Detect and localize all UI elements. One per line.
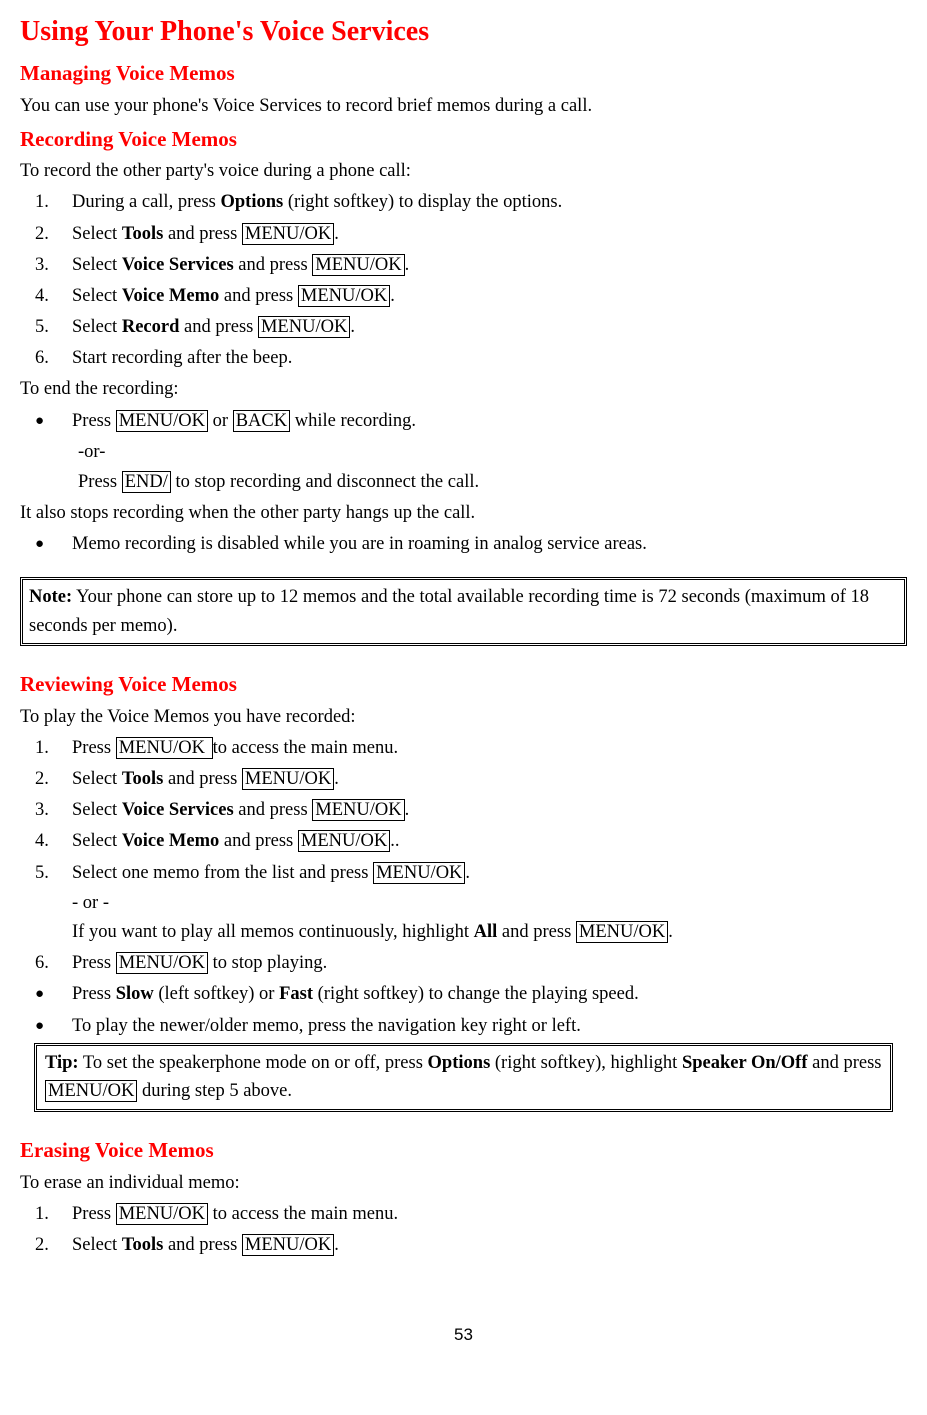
- menu-ok-key: MENU/OK: [242, 1234, 334, 1256]
- list-item: Select Voice Services and press MENU/OK.: [72, 251, 907, 280]
- list-item: To play the newer/older memo, press the …: [72, 1012, 907, 1041]
- reviewing-intro: To play the Voice Memos you have recorde…: [20, 703, 907, 732]
- end-alt: Press END/ to stop recording and disconn…: [78, 468, 907, 497]
- erasing-intro: To erase an individual memo:: [20, 1169, 907, 1198]
- menu-ok-key: MENU/OK: [373, 862, 465, 884]
- list-item: Select Voice Memo and press MENU/OK.: [72, 282, 907, 311]
- list-item: Press MENU/OK to access the main menu.: [72, 1200, 907, 1229]
- page-title: Using Your Phone's Voice Services: [20, 10, 907, 53]
- menu-ok-key: MENU/OK: [116, 737, 213, 759]
- reviewing-bullets: Press Slow (left softkey) or Fast (right…: [20, 980, 907, 1040]
- list-item: Press MENU/OK to stop playing.: [72, 949, 907, 978]
- list-item: Start recording after the beep.: [72, 344, 907, 373]
- list-item: Select Tools and press MENU/OK.: [72, 765, 907, 794]
- menu-ok-key: MENU/OK: [242, 223, 334, 245]
- list-item: Memo recording is disabled while you are…: [72, 530, 907, 559]
- list-item: Select Voice Services and press MENU/OK.: [72, 796, 907, 825]
- list-item: Select Voice Memo and press MENU/OK..: [72, 827, 907, 856]
- erasing-steps: Press MENU/OK to access the main menu. S…: [20, 1200, 907, 1260]
- menu-ok-key: MENU/OK: [258, 316, 350, 338]
- list-item: Press Slow (left softkey) or Fast (right…: [72, 980, 907, 1009]
- note-text: Your phone can store up to 12 memos and …: [29, 587, 869, 636]
- menu-ok-key: MENU/OK: [298, 285, 390, 307]
- menu-ok-key: MENU/OK: [45, 1080, 137, 1102]
- recording-steps: During a call, press Options (right soft…: [20, 188, 907, 373]
- note-box: Note: Your phone can store up to 12 memo…: [20, 577, 907, 646]
- reviewing-steps: Press MENU/OK to access the main menu. S…: [20, 734, 907, 978]
- back-key: BACK: [233, 410, 290, 432]
- menu-ok-key: MENU/OK: [312, 254, 404, 276]
- list-item: During a call, press Options (right soft…: [72, 188, 907, 217]
- menu-ok-key: MENU/OK: [116, 1203, 208, 1225]
- end-recording-steps: Press MENU/OK or BACK while recording.: [20, 407, 907, 436]
- menu-ok-key: MENU/OK: [116, 410, 208, 432]
- menu-ok-key: MENU/OK: [576, 921, 668, 943]
- list-item: Press MENU/OK or BACK while recording.: [72, 407, 907, 436]
- note-label: Note:: [29, 587, 72, 607]
- end-recording-intro: To end the recording:: [20, 375, 907, 404]
- play-all: If you want to play all memos continuous…: [72, 918, 907, 947]
- list-item: Press MENU/OK to access the main menu.: [72, 734, 907, 763]
- managing-intro: You can use your phone's Voice Services …: [20, 92, 907, 121]
- menu-ok-key: MENU/OK: [116, 952, 208, 974]
- or-text: -or-: [78, 438, 907, 467]
- tip-label: Tip:: [45, 1053, 79, 1073]
- recording-intro: To record the other party's voice during…: [20, 157, 907, 186]
- menu-ok-key: MENU/OK: [312, 799, 404, 821]
- menu-ok-key: MENU/OK: [298, 830, 390, 852]
- reviewing-heading: Reviewing Voice Memos: [20, 668, 907, 701]
- list-item: Select Tools and press MENU/OK.: [72, 220, 907, 249]
- list-item: Select Record and press MENU/OK.: [72, 313, 907, 342]
- hangup-note: It also stops recording when the other p…: [20, 499, 907, 528]
- managing-heading: Managing Voice Memos: [20, 57, 907, 90]
- menu-ok-key: MENU/OK: [242, 768, 334, 790]
- recording-heading: Recording Voice Memos: [20, 123, 907, 156]
- or-text: - or -: [72, 889, 907, 918]
- end-key: END/: [122, 471, 171, 493]
- erasing-heading: Erasing Voice Memos: [20, 1134, 907, 1167]
- roaming-note: Memo recording is disabled while you are…: [20, 530, 907, 559]
- list-item: Select one memo from the list and press …: [72, 859, 907, 947]
- list-item: Select Tools and press MENU/OK.: [72, 1231, 907, 1260]
- page-number: 53: [20, 1322, 907, 1348]
- tip-box: Tip: To set the speakerphone mode on or …: [34, 1043, 893, 1112]
